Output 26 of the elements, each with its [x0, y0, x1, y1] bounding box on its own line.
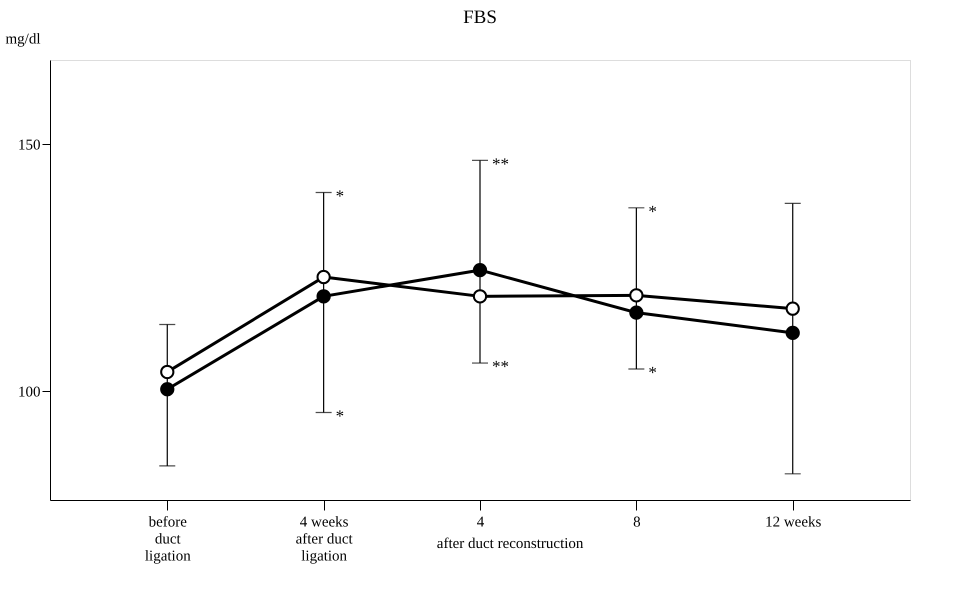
point	[316, 270, 331, 284]
point	[316, 289, 331, 304]
annotation: *	[336, 406, 344, 426]
y-tick-label: 150	[18, 138, 40, 154]
annotation: *	[648, 202, 657, 221]
point	[472, 263, 488, 278]
point	[629, 306, 644, 320]
y-axis-title: mg/dl	[6, 32, 41, 48]
annotation: **	[492, 357, 509, 376]
x-tick-label: 4 weeks after duct ligation	[296, 514, 354, 564]
annotation: **	[492, 154, 509, 174]
chart-title: FBS	[463, 7, 497, 28]
x-tick-label: 8	[633, 514, 641, 530]
point	[786, 302, 800, 316]
x-tick-label: 4	[476, 514, 485, 530]
point	[629, 288, 644, 302]
point	[160, 364, 174, 380]
point	[160, 382, 174, 396]
y-tick-label: 100	[18, 384, 40, 401]
text: after duct reconstruction	[436, 536, 584, 552]
point	[472, 289, 488, 304]
point	[786, 326, 800, 340]
x-tick-label: before duct ligation	[144, 514, 192, 564]
annotation: *	[336, 186, 344, 206]
annotation: *	[648, 362, 657, 382]
x-tick-label: 12 weeks	[765, 514, 822, 530]
